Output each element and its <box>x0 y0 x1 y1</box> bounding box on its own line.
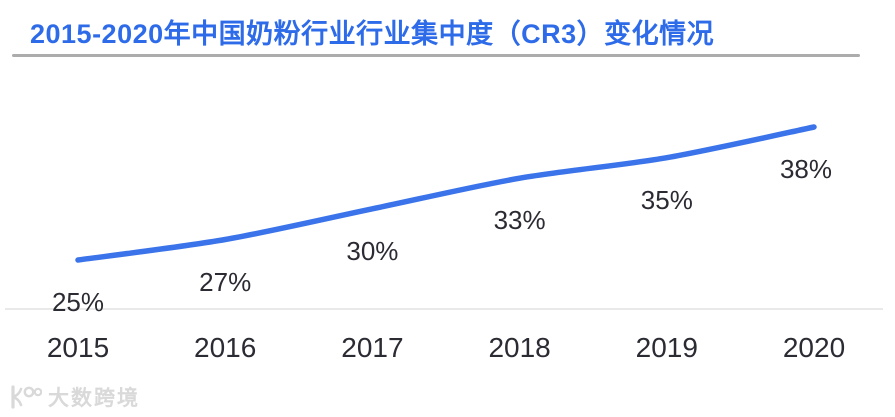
watermark-text: 大数跨境 <box>48 387 140 410</box>
data-label: 25% <box>51 287 105 317</box>
x-axis-label: 2018 <box>488 332 551 363</box>
data-label: 33% <box>493 205 546 236</box>
title-divider <box>12 54 860 57</box>
dashu-kuajing-logo-icon <box>11 385 42 409</box>
data-label: 27% <box>199 266 252 297</box>
watermark: 大数跨境 <box>8 383 140 411</box>
x-axis-label: 2017 <box>341 332 404 363</box>
x-axis-label: 2015 <box>46 332 110 363</box>
x-axis-label: 2020 <box>782 332 846 363</box>
x-axis-label: 2019 <box>635 332 698 363</box>
data-label: 35% <box>640 184 693 215</box>
page-title: 2015-2020年中国奶粉行业行业集中度（CR3）变化情况 <box>30 19 715 49</box>
data-label: 38% <box>779 154 833 184</box>
x-axis-label: 2016 <box>194 332 257 363</box>
x-axis-line <box>5 308 883 310</box>
trend-line <box>75 124 817 263</box>
data-label: 30% <box>346 235 399 266</box>
